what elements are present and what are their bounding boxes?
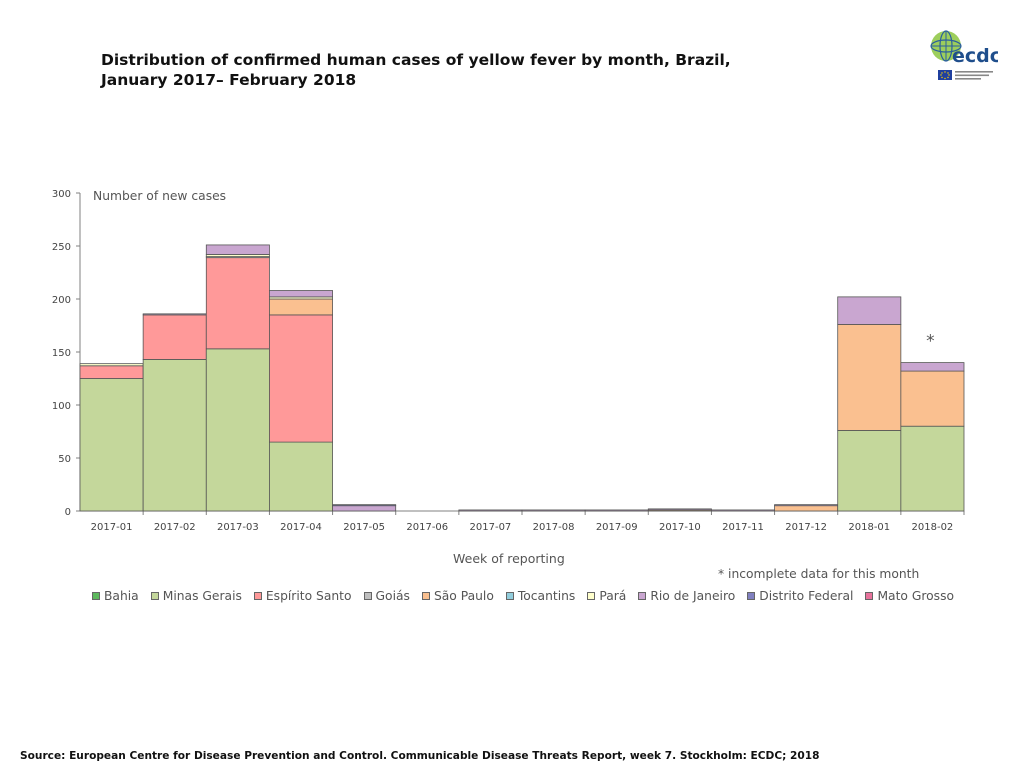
legend-label: Pará [599, 589, 627, 603]
y-tick-label: 200 [52, 295, 71, 306]
legend-swatch [253, 592, 262, 600]
title-line-2: January 2017– February 2018 [101, 71, 357, 89]
bar-segment [837, 296, 902, 325]
bar-segment [269, 298, 333, 316]
y-tick-label: 250 [52, 242, 71, 253]
legend-label: Goiás [375, 589, 410, 603]
legend-swatch [505, 592, 514, 600]
bar-segment [269, 290, 333, 298]
x-tick-label: 2018-01 [848, 522, 890, 533]
legend-swatch [865, 592, 874, 600]
eu-flag-icon [938, 70, 952, 80]
bar-segment [79, 378, 144, 512]
y-tick-label: 150 [52, 348, 71, 359]
x-tick-label: 2017-01 [91, 522, 133, 533]
bar-segment [521, 509, 586, 512]
chart-legend: Bahia Minas Gerais Espírito Santo Goiás São … [92, 589, 954, 603]
x-tick-label: 2017-08 [533, 522, 575, 533]
title-line-1: Distribution of confirmed human cases of… [101, 51, 731, 69]
chart-labels: 0 50 100 150 200 250 300 Number of new cases 201… [52, 189, 953, 533]
bar-segment [79, 363, 144, 367]
x-tick-label: 2017-12 [785, 522, 827, 533]
legend-item: São Paulo [421, 589, 494, 603]
bar-segment [269, 441, 333, 512]
x-tick-label: 2017-03 [217, 522, 259, 533]
x-tick-label: 2017-02 [154, 522, 196, 533]
bar-segment [142, 314, 207, 360]
legend-label: Espírito Santo [265, 589, 352, 603]
bar-segment [711, 509, 775, 512]
x-tick-label: 2017-11 [722, 522, 764, 533]
legend-label: São Paulo [433, 589, 494, 603]
legend-label: Mato Grosso [877, 589, 955, 603]
legend-swatch [747, 592, 756, 600]
legend-item: Minas Gerais [150, 589, 242, 603]
legend-swatch [150, 592, 159, 600]
x-tick-label: 2017-04 [280, 522, 322, 533]
bar-segment [205, 348, 270, 512]
bar-segment [142, 313, 207, 316]
logo-small-text-lines [955, 71, 993, 80]
stacked-bar-chart: 0 50 100 150 200 250 300 Number of new cases 201… [52, 189, 965, 533]
y-tick-label: 300 [52, 189, 71, 200]
footnote: * incomplete data for this month [718, 567, 920, 581]
bar-segment [900, 362, 965, 372]
logo-wordmark: ecdc [952, 45, 998, 67]
bar-segment [269, 314, 333, 443]
y-tick-label: 100 [52, 401, 71, 412]
legend-swatch [92, 592, 100, 600]
y-tick-label: 0 [65, 507, 71, 518]
legend-item: Espírito Santo [253, 589, 352, 603]
bar-segment [332, 505, 397, 512]
x-tick-label: 2018-02 [912, 522, 954, 533]
x-tick-label: 2017-07 [470, 522, 512, 533]
x-axis-label: Week of reporting [453, 551, 565, 566]
bar-segment [647, 508, 712, 511]
bar-segment [584, 509, 649, 512]
x-tick-label: 2017-10 [659, 522, 701, 533]
legend-label: Rio de Janeiro [650, 589, 736, 603]
bar-segment [900, 370, 965, 427]
legend-label: Bahia [104, 589, 139, 603]
legend-swatch [363, 592, 372, 600]
page-title: Distribution of confirmed human cases of… [101, 50, 861, 90]
legend-label: Tocantins [517, 589, 576, 603]
legend-label: Minas Gerais [162, 589, 242, 603]
x-tick-label: 2017-05 [343, 522, 385, 533]
bar-segment [774, 504, 839, 507]
bar-segment [774, 505, 839, 512]
legend-item: Rio de Janeiro [638, 589, 735, 603]
bar-segment [205, 244, 270, 255]
legend-swatch [421, 592, 430, 600]
legend-swatch [638, 592, 647, 600]
globe-icon [930, 30, 962, 62]
ecdc-logo: ecdc [930, 30, 998, 80]
bar-segment [837, 324, 902, 431]
legend-item: Tocantins [505, 589, 576, 603]
legend-swatch [587, 592, 596, 600]
bar-segment [900, 425, 965, 512]
bar-segment [205, 257, 270, 350]
chart-bars [79, 244, 965, 512]
x-tick-label: 2017-06 [406, 522, 448, 533]
bar-segment [142, 359, 207, 512]
legend-item: Mato Grosso [865, 589, 954, 603]
bar-segment [837, 430, 902, 512]
y-tick-label: 50 [58, 454, 71, 465]
source-text: Source: European Centre for Disease Prev… [20, 750, 820, 762]
legend-item: Pará [587, 589, 626, 603]
legend-item: Distrito Federal [747, 589, 853, 603]
bar-segment [458, 509, 523, 512]
bar-segment [332, 504, 397, 507]
y-axis-label: Number of new cases [93, 189, 226, 203]
annotation-asterisk: * [926, 332, 935, 352]
x-tick-label: 2017-09 [596, 522, 638, 533]
legend-item: Goiás [363, 589, 410, 603]
legend-item: Bahia [92, 589, 139, 603]
legend-label: Distrito Federal [759, 589, 854, 603]
bar-segment [79, 365, 144, 379]
